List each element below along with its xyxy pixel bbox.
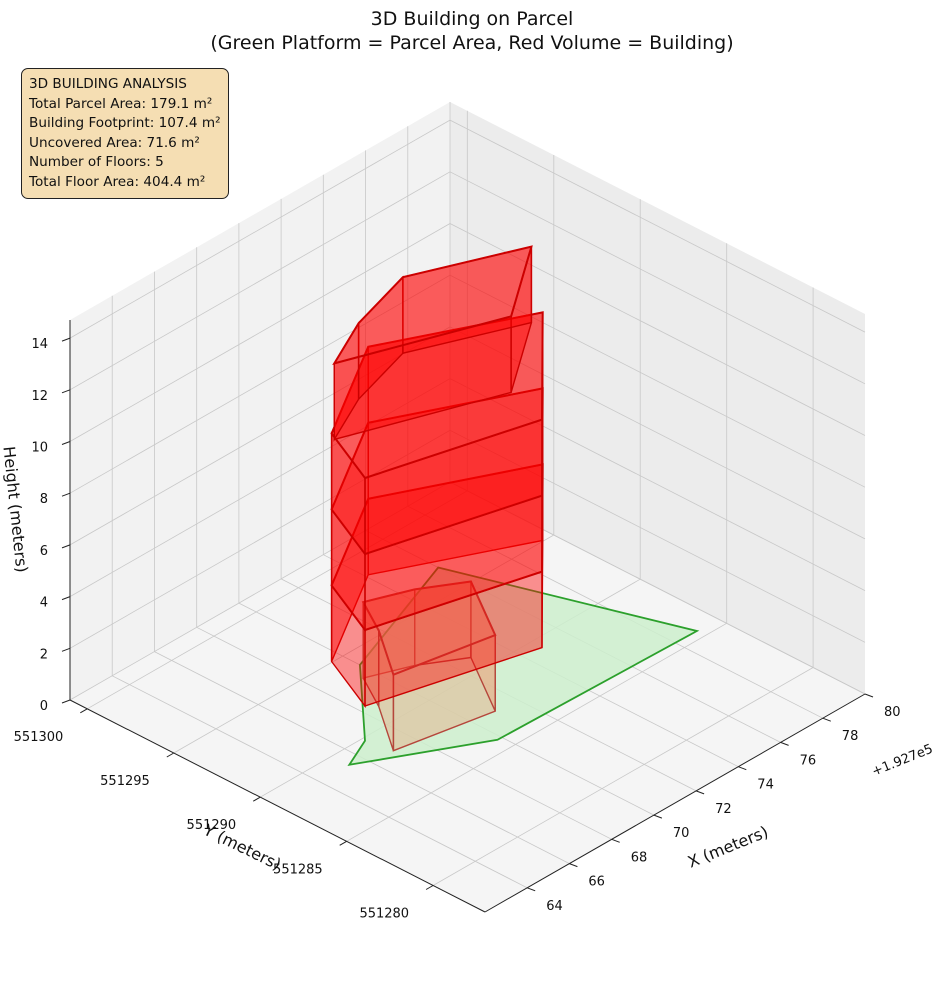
parcel-platform: [347, 566, 700, 767]
x-tick-label: 74: [757, 778, 774, 793]
grid-z-back-left: [69, 481, 451, 701]
chart-title-line1: 3D Building on Parcel: [371, 8, 574, 30]
y-tick-mark: [339, 840, 347, 846]
y-tick-label: 551280: [359, 907, 409, 922]
x-tick-label: 76: [800, 753, 817, 768]
y-axis-line: [69, 699, 486, 913]
grid-x-floor: [112, 675, 528, 889]
grid-z-back-left: [69, 171, 451, 391]
z-tick-label: 10: [31, 441, 48, 456]
tick-labels: 6466687072747678805512805512855512905512…: [14, 337, 901, 921]
grid-z-back-left: [69, 223, 451, 442]
x-tick-mark: [527, 887, 536, 892]
z-tick-label: 2: [40, 647, 48, 662]
grid-z-back-left: [69, 326, 451, 546]
building-slab: [361, 580, 497, 677]
building-floor: [330, 311, 544, 557]
z-tick-label: 6: [40, 544, 48, 559]
x-tick-label: 68: [631, 850, 648, 865]
info-building-footprint: Building Footprint: 107.4 m²: [29, 115, 221, 132]
grid-z-back-left: [69, 274, 451, 494]
x-tick-mark: [780, 741, 789, 746]
x-tick-mark: [738, 766, 747, 771]
z-tick-label: 0: [40, 699, 48, 714]
grid-z-back-right: [449, 429, 866, 643]
y-tick-mark: [80, 708, 88, 714]
grid-z-back-right: [449, 171, 866, 385]
y-tick-mark: [425, 885, 434, 890]
grid-z-back-left: [69, 119, 451, 339]
y-tick-label: 551290: [187, 818, 237, 833]
grid-z-back-left: [69, 378, 451, 597]
grid-z-back-right: [449, 274, 866, 488]
x-tick-mark: [611, 838, 620, 843]
x-tick-label: 72: [715, 802, 732, 817]
grid-z-back-right: [449, 119, 866, 333]
y-tick-label: 551295: [100, 774, 150, 789]
z-tick-mark: [61, 389, 71, 394]
grid-y-floor: [346, 622, 727, 842]
y-axis-label: Y (meters): [200, 820, 285, 874]
building-slab: [332, 245, 533, 366]
y-tick-mark: [252, 796, 261, 802]
info-uncovered-area: Uncovered Area: 71.6 m²: [29, 134, 200, 151]
z-tick-mark: [61, 596, 71, 601]
y-tick-label: 551285: [273, 862, 323, 877]
z-tick-mark: [61, 647, 71, 652]
analysis-info-box: 3D BUILDING ANALYSIS Total Parcel Area: …: [21, 68, 229, 199]
info-number-of-floors: Number of Floors: 5: [29, 154, 164, 171]
x-tick-mark: [569, 863, 578, 868]
x-axis-line: [484, 693, 866, 913]
z-axis-label: Height (meters): [0, 445, 32, 573]
building-floor: [330, 463, 544, 709]
x-tick-label: 80: [884, 705, 901, 720]
x-tick-mark: [822, 717, 831, 722]
x-tick-mark: [695, 790, 705, 795]
z-tick-label: 14: [31, 337, 48, 352]
z-tick-mark: [61, 337, 71, 342]
z-tick-label: 8: [40, 492, 48, 507]
z-tick-mark: [61, 492, 71, 497]
x-tick-label: 78: [842, 729, 859, 744]
grid-z-back-right: [449, 223, 866, 436]
chart-title-line2: (Green Platform = Parcel Area, Red Volum…: [210, 32, 733, 54]
z-tick-mark: [61, 699, 71, 704]
z-tick-mark: [61, 441, 71, 445]
x-tick-mark: [864, 693, 874, 698]
x-tick-label: 66: [588, 875, 605, 890]
x-axis-offset-label: +1.927e5: [870, 742, 935, 780]
grid-y-floor: [87, 490, 468, 710]
x-tick-label: 64: [546, 899, 563, 914]
info-total-parcel-area: Total Parcel Area: 179.1 m²: [29, 95, 213, 112]
x-tick-label: 70: [673, 826, 690, 841]
grid-lines: [69, 102, 866, 889]
grid-z-back-right: [449, 481, 866, 695]
building-floor: [332, 245, 533, 442]
z-tick-label: 4: [40, 596, 48, 611]
info-heading: 3D BUILDING ANALYSIS: [29, 76, 187, 92]
y-tick-mark: [166, 752, 175, 758]
x-axis-label: X (meters): [685, 822, 771, 871]
y-tick-label: 551300: [14, 730, 64, 745]
axes-lines: [69, 320, 866, 913]
grid-z-back-left: [69, 429, 451, 649]
grid-y-floor: [432, 667, 814, 886]
x-tick-mark: [653, 814, 663, 819]
info-total-floor-area: Total Floor Area: 404.4 m²: [29, 173, 206, 190]
z-tick-label: 12: [31, 389, 48, 404]
grid-z-back-right: [449, 378, 866, 591]
plot-area: [330, 245, 700, 767]
building-slab: [330, 311, 544, 480]
back-left-pane: [70, 102, 450, 700]
z-tick-mark: [61, 544, 71, 549]
